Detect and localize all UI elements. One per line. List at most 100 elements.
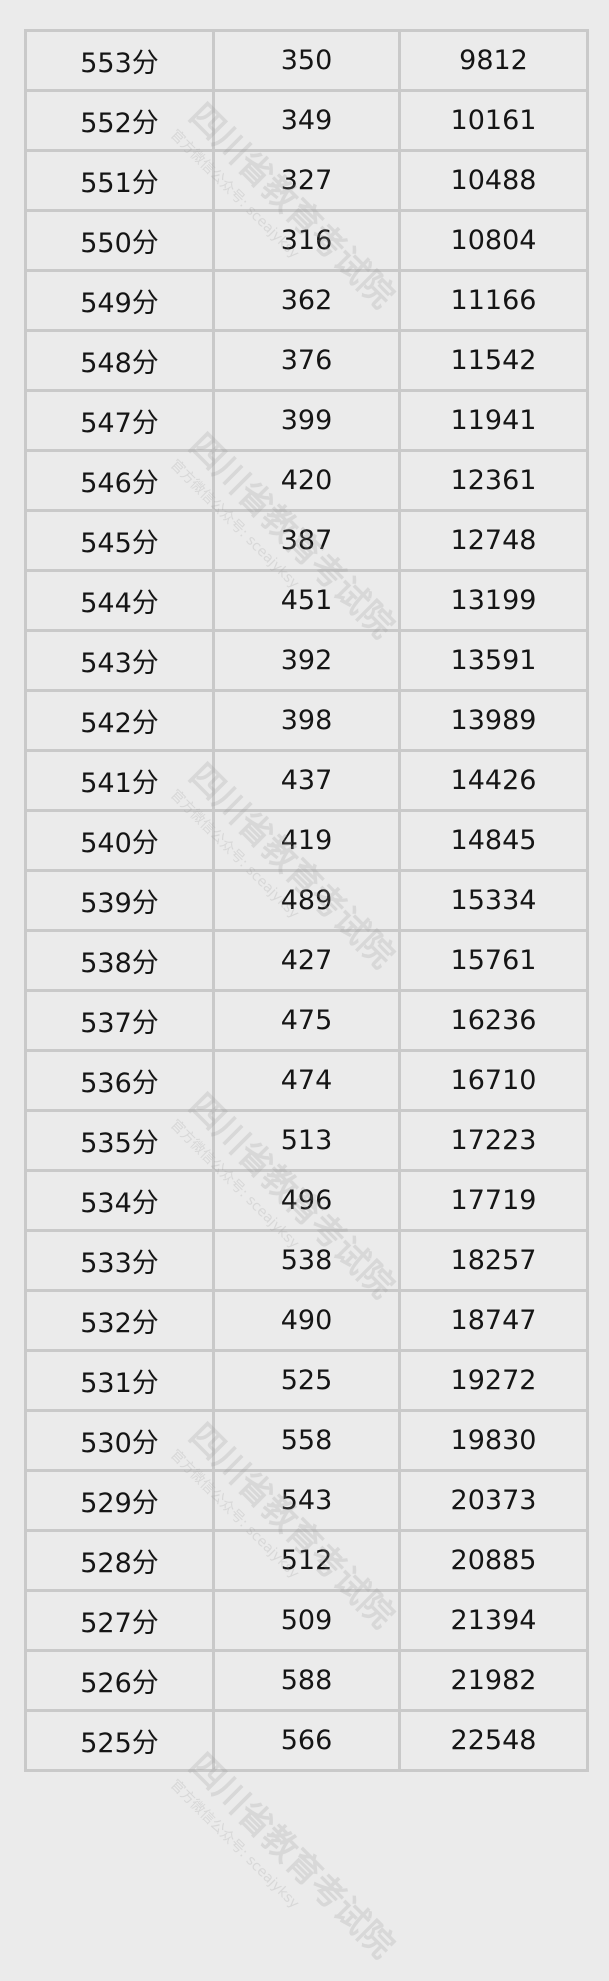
cumulative-cell: 10488 — [398, 149, 589, 212]
table-row: 534分 496 17719 — [24, 1169, 589, 1232]
table-row: 533分 538 18257 — [24, 1229, 589, 1292]
table-row: 542分 398 13989 — [24, 689, 589, 752]
table-row: 550分 316 10804 — [24, 209, 589, 272]
count-cell: 451 — [212, 569, 401, 632]
table-row: 553分 350 9812 — [24, 29, 589, 92]
score-cell: 531分 — [24, 1349, 215, 1412]
table-row: 548分 376 11542 — [24, 329, 589, 392]
count-cell: 437 — [212, 749, 401, 812]
cumulative-cell: 11941 — [398, 389, 589, 452]
count-cell: 399 — [212, 389, 401, 452]
table-row: 530分 558 19830 — [24, 1409, 589, 1472]
table-row: 528分 512 20885 — [24, 1529, 589, 1592]
score-cell: 550分 — [24, 209, 215, 272]
score-cell: 532分 — [24, 1289, 215, 1352]
score-cell: 538分 — [24, 929, 215, 992]
score-cell: 536分 — [24, 1049, 215, 1112]
count-cell: 509 — [212, 1589, 401, 1652]
cumulative-cell: 10804 — [398, 209, 589, 272]
score-cell: 528分 — [24, 1529, 215, 1592]
count-cell: 496 — [212, 1169, 401, 1232]
cumulative-cell: 15334 — [398, 869, 589, 932]
table-row: 539分 489 15334 — [24, 869, 589, 932]
score-cell: 533分 — [24, 1229, 215, 1292]
score-cell: 553分 — [24, 29, 215, 92]
score-cell: 534分 — [24, 1169, 215, 1232]
cumulative-cell: 20885 — [398, 1529, 589, 1592]
count-cell: 316 — [212, 209, 401, 272]
count-cell: 427 — [212, 929, 401, 992]
cumulative-cell: 17223 — [398, 1109, 589, 1172]
score-distribution-table: 553分 350 9812 552分 349 10161 551分 327 10488 550分 3… — [24, 29, 589, 1772]
count-cell: 490 — [212, 1289, 401, 1352]
cumulative-cell: 18257 — [398, 1229, 589, 1292]
count-cell: 489 — [212, 869, 401, 932]
count-cell: 362 — [212, 269, 401, 332]
table-row: 535分 513 17223 — [24, 1109, 589, 1172]
table-row: 544分 451 13199 — [24, 569, 589, 632]
table-row: 545分 387 12748 — [24, 509, 589, 572]
score-cell: 539分 — [24, 869, 215, 932]
table-row: 527分 509 21394 — [24, 1589, 589, 1652]
score-cell: 546分 — [24, 449, 215, 512]
table-row: 540分 419 14845 — [24, 809, 589, 872]
table-row: 537分 475 16236 — [24, 989, 589, 1052]
cumulative-cell: 19830 — [398, 1409, 589, 1472]
cumulative-cell: 19272 — [398, 1349, 589, 1412]
cumulative-cell: 11542 — [398, 329, 589, 392]
count-cell: 543 — [212, 1469, 401, 1532]
score-cell: 547分 — [24, 389, 215, 452]
table-row: 525分 566 22548 — [24, 1709, 589, 1772]
cumulative-cell: 10161 — [398, 89, 589, 152]
table-row: 538分 427 15761 — [24, 929, 589, 992]
score-cell: 540分 — [24, 809, 215, 872]
score-cell: 526分 — [24, 1649, 215, 1712]
cumulative-cell: 12361 — [398, 449, 589, 512]
table-row: 551分 327 10488 — [24, 149, 589, 212]
cumulative-cell: 16710 — [398, 1049, 589, 1112]
cumulative-cell: 9812 — [398, 29, 589, 92]
table-row: 549分 362 11166 — [24, 269, 589, 332]
table-row: 541分 437 14426 — [24, 749, 589, 812]
table-row: 546分 420 12361 — [24, 449, 589, 512]
cumulative-cell: 22548 — [398, 1709, 589, 1772]
count-cell: 398 — [212, 689, 401, 752]
score-cell: 535分 — [24, 1109, 215, 1172]
count-cell: 392 — [212, 629, 401, 692]
cumulative-cell: 20373 — [398, 1469, 589, 1532]
count-cell: 420 — [212, 449, 401, 512]
count-cell: 512 — [212, 1529, 401, 1592]
score-cell: 529分 — [24, 1469, 215, 1532]
cumulative-cell: 18747 — [398, 1289, 589, 1352]
cumulative-cell: 14426 — [398, 749, 589, 812]
table-row: 547分 399 11941 — [24, 389, 589, 452]
count-cell: 588 — [212, 1649, 401, 1712]
cumulative-cell: 17719 — [398, 1169, 589, 1232]
count-cell: 387 — [212, 509, 401, 572]
table-row: 536分 474 16710 — [24, 1049, 589, 1112]
cumulative-cell: 11166 — [398, 269, 589, 332]
cumulative-cell: 12748 — [398, 509, 589, 572]
score-cell: 549分 — [24, 269, 215, 332]
count-cell: 475 — [212, 989, 401, 1052]
count-cell: 327 — [212, 149, 401, 212]
score-cell: 527分 — [24, 1589, 215, 1652]
table-row: 543分 392 13591 — [24, 629, 589, 692]
score-cell: 548分 — [24, 329, 215, 392]
score-cell: 525分 — [24, 1709, 215, 1772]
cumulative-cell: 21394 — [398, 1589, 589, 1652]
table-row: 529分 543 20373 — [24, 1469, 589, 1532]
score-cell: 530分 — [24, 1409, 215, 1472]
cumulative-cell: 15761 — [398, 929, 589, 992]
table-row: 532分 490 18747 — [24, 1289, 589, 1352]
score-cell: 537分 — [24, 989, 215, 1052]
count-cell: 349 — [212, 89, 401, 152]
count-cell: 538 — [212, 1229, 401, 1292]
table-row: 526分 588 21982 — [24, 1649, 589, 1712]
score-cell: 545分 — [24, 509, 215, 572]
score-cell: 541分 — [24, 749, 215, 812]
count-cell: 419 — [212, 809, 401, 872]
score-cell: 552分 — [24, 89, 215, 152]
score-cell: 542分 — [24, 689, 215, 752]
cumulative-cell: 13591 — [398, 629, 589, 692]
